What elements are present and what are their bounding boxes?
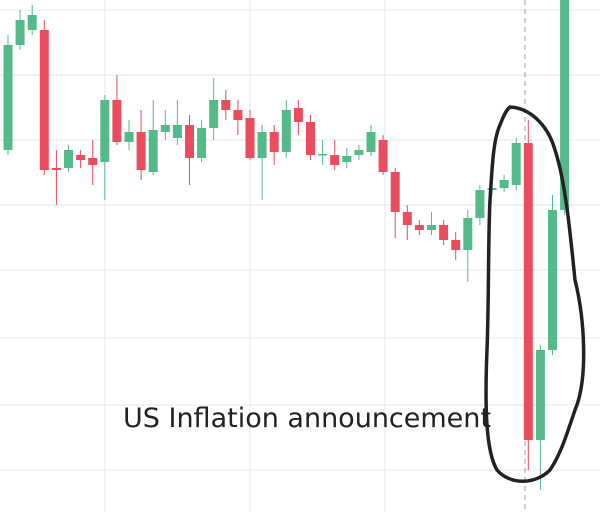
candle-body <box>172 125 182 138</box>
candles <box>3 0 570 490</box>
candle-body <box>560 0 570 210</box>
candle-body <box>293 108 303 122</box>
candle-body <box>499 180 509 188</box>
candle-body <box>414 225 424 230</box>
candle-body <box>463 218 473 250</box>
candle-body <box>136 132 146 170</box>
candle-body <box>475 190 485 218</box>
candle-body <box>330 155 340 165</box>
candle-body <box>306 122 315 155</box>
candle-body <box>257 132 267 158</box>
candle-body <box>439 225 449 240</box>
candle-body <box>76 155 86 160</box>
candle-body <box>511 143 521 185</box>
candle-body <box>124 132 134 142</box>
candle-body <box>160 125 170 132</box>
candle-body <box>318 154 328 156</box>
candle-body <box>281 110 291 152</box>
candle-body <box>342 156 352 162</box>
candle-body <box>402 212 412 225</box>
candle-body <box>100 100 110 162</box>
candle-body <box>378 140 388 172</box>
candle-body <box>185 125 194 158</box>
candle-body <box>269 132 279 152</box>
candle-body <box>112 100 122 142</box>
annotation: US Inflation announcement <box>123 403 491 434</box>
candle-body <box>39 30 49 170</box>
candle-body <box>51 168 61 170</box>
candle-body <box>233 110 243 120</box>
candle-body <box>390 172 400 212</box>
candle-body <box>535 350 545 440</box>
candle-body <box>354 150 364 155</box>
candle-body <box>209 100 219 128</box>
candle-body <box>148 130 158 172</box>
candle-body <box>15 20 25 45</box>
candle-body <box>88 158 98 165</box>
candle-body <box>27 15 37 30</box>
hand-drawn-ellipse <box>484 105 586 483</box>
candle-body <box>451 240 461 250</box>
candle-body <box>64 150 73 168</box>
candle-body <box>221 100 231 110</box>
candle-body <box>197 128 207 158</box>
candle-body <box>427 225 436 230</box>
candle-body <box>3 45 13 150</box>
candle-body <box>548 210 557 350</box>
candle-body <box>366 132 376 152</box>
candle-body <box>523 143 533 440</box>
candle-body <box>245 118 255 158</box>
